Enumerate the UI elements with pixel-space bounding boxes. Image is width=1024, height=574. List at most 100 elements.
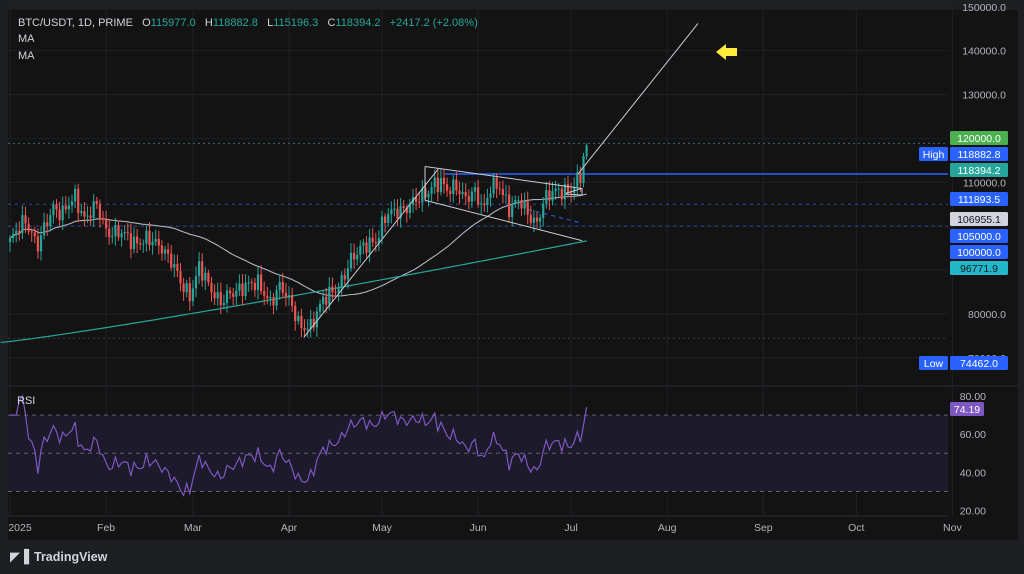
candle-body [83,211,86,217]
candle-body [272,297,275,306]
price-badge-label: 74462.0 [960,358,998,370]
price-badge-bg [950,192,1008,206]
candle-body [250,282,253,284]
candle-body [163,249,167,254]
rsi-pane [8,394,948,497]
candle-body [334,292,337,294]
candle-body [244,282,247,296]
candle-body [399,206,402,219]
symbol-label[interactable]: BTC/USDT, 1D, PRIME [18,17,133,29]
candle-body [433,177,436,188]
time-tick-label: Sep [754,522,773,534]
candle-body [322,296,325,304]
candle-body [114,225,117,237]
candle-body [95,201,98,205]
candle-body [167,249,170,254]
time-tick-label: Apr [281,522,298,534]
candle-body [446,184,449,191]
candle-body [390,209,393,215]
price-tag-label: Low [924,358,944,370]
candle-body [294,305,297,322]
candle-body [229,290,232,294]
candle-body [427,193,430,198]
candle-body [24,215,27,224]
candle-body [105,219,108,229]
candle-body [563,184,566,200]
target-arrow-icon [716,44,737,60]
candle-body [452,179,455,195]
indicator-ma-1[interactable]: MA [18,33,35,45]
candle-body [77,188,80,213]
legend-header[interactable]: BTC/USDT, 1D, PRIME O115977.0 H118882.8 … [18,17,478,29]
price-badge-bg [950,356,1008,370]
candle-body [529,214,532,223]
price-tag-label: High [923,149,945,161]
candle-body [263,291,266,296]
candle-body [464,192,467,197]
price-tick-label: 80000.0 [968,309,1006,321]
candle-body [418,201,421,203]
rsi-tick-label: 80.00 [960,391,986,403]
price-badges: 120000.0 118882.8 High 118394.2 111893.5 1069… [919,131,1008,416]
candle-body [46,222,49,227]
rsi-badge-label: 74.19 [954,404,980,416]
candle-body [566,184,570,193]
candle-body [213,292,216,299]
candle-body [198,261,201,277]
drawings[interactable] [303,23,737,338]
candle-body [126,232,129,234]
candle-body [238,283,241,291]
flag-tip [565,187,583,196]
candle-body [269,297,272,299]
price-badge-bg [950,147,1008,161]
tradingview-brand[interactable]: ◤▐ TradingView [10,548,107,566]
time-tick-label: Aug [658,522,677,534]
candle-body [498,188,501,190]
candle-body [287,295,291,298]
candle-body [526,201,529,215]
candle-body [117,225,120,238]
candle-body [532,217,535,223]
candle-body [480,203,483,205]
candle-body [18,230,21,233]
candle-body [346,268,349,280]
high-value: 118882.8 [212,17,258,29]
candle-body [473,187,477,192]
candle-body [368,237,371,253]
candle-body [129,233,132,250]
candle-body [176,263,179,271]
price-badge-label: 105000.0 [957,231,1001,243]
candle-body [495,177,498,189]
candle-body [27,223,30,232]
candle-body [374,242,377,244]
candle-body [39,235,43,252]
candle-body [570,192,573,194]
candle-body [210,282,213,293]
indicator-ma-2[interactable]: MA [18,50,35,62]
candle-body [356,254,359,260]
candle-body [278,282,281,291]
candle-body [142,243,145,245]
candle-body [219,292,222,306]
candle-body [328,286,331,305]
price-badge-label: 118882.8 [957,149,1000,161]
candle-body [315,311,318,328]
candle-body [511,203,514,218]
candle-body [582,156,585,184]
price-badge-bg [950,212,1008,226]
candle-body [384,216,387,223]
candle-body [545,190,548,204]
candle-body [191,288,194,302]
rsi-indicator-label[interactable]: RSI [17,395,36,407]
candle-body [439,178,442,193]
candle-body [415,197,418,202]
candle-body [253,282,256,291]
candle-body [70,201,74,206]
candle-body [151,241,154,246]
candle-body [136,236,139,244]
time-tick-label: Feb [97,522,115,534]
candle-body [576,172,579,187]
candle-body [154,238,157,242]
high-key: H [204,17,213,29]
